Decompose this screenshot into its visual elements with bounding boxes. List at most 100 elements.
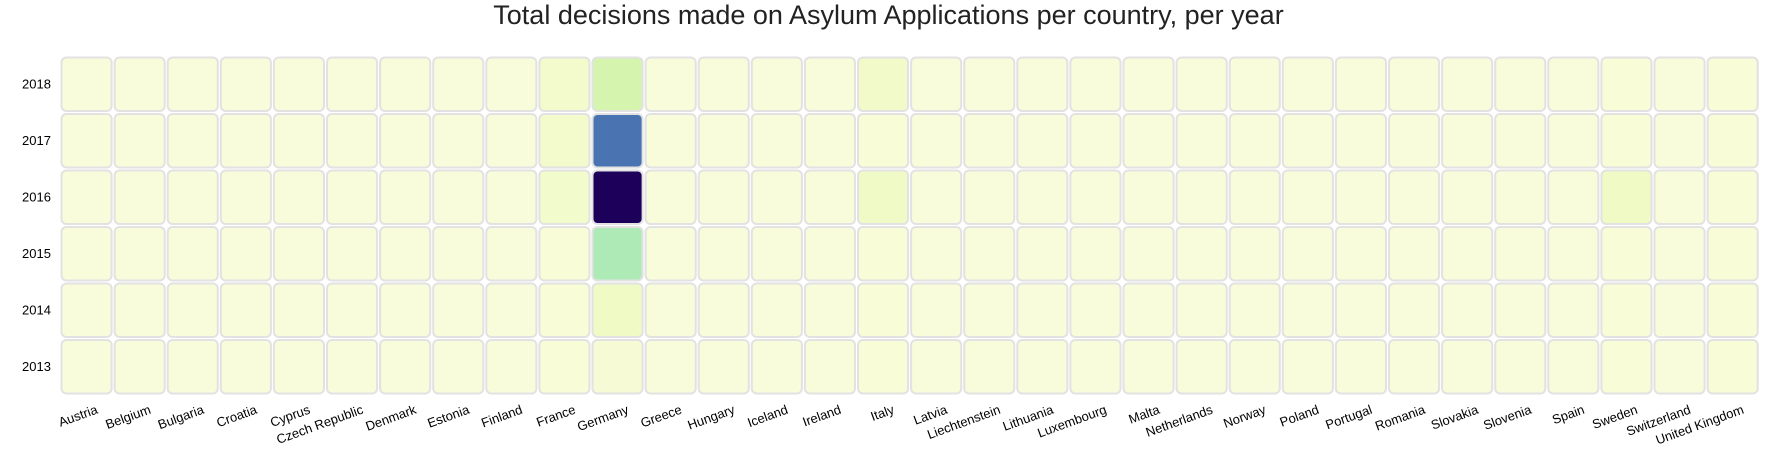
heatmap-cell <box>591 282 644 338</box>
heatmap-cell <box>857 226 910 282</box>
heatmap-cell <box>1494 169 1547 225</box>
heatmap-cell <box>1441 113 1494 169</box>
heatmap-cell <box>538 339 591 395</box>
heatmap-cell <box>644 282 697 338</box>
heatmap-cell <box>963 339 1016 395</box>
heatmap-cell <box>1653 56 1706 112</box>
heatmap-cell <box>432 226 485 282</box>
heatmap-cell <box>1653 339 1706 395</box>
heatmap-cell <box>750 226 803 282</box>
heatmap-cell <box>1388 226 1441 282</box>
heatmap-cell <box>1388 282 1441 338</box>
x-tick-label: Italy <box>869 402 897 424</box>
heatmap-cell <box>219 56 272 112</box>
heatmap-cell <box>432 169 485 225</box>
heatmap-cell <box>326 113 379 169</box>
x-tick-label: Iceland <box>745 402 790 430</box>
heatmap-cell <box>113 169 166 225</box>
heatmap-cell <box>432 56 485 112</box>
heatmap-cell <box>750 282 803 338</box>
heatmap-cell <box>1122 169 1175 225</box>
heatmap-cell <box>857 56 910 112</box>
heatmap-cell <box>1388 56 1441 112</box>
heatmap-cell <box>1069 339 1122 395</box>
x-tick-label: France <box>534 402 577 430</box>
heatmap-cell <box>272 113 325 169</box>
heatmap-cell <box>1334 169 1388 225</box>
heatmap-cell <box>1281 339 1334 395</box>
heatmap-cell <box>750 56 803 112</box>
heatmap-cell <box>379 282 432 338</box>
x-tick-label: Hungary <box>685 402 737 433</box>
heatmap-cell <box>219 169 272 225</box>
heatmap-cell <box>857 339 910 395</box>
heatmap-cell <box>1494 339 1547 395</box>
heatmap-cell <box>1069 282 1122 338</box>
heatmap-cell <box>1175 339 1228 395</box>
heatmap-cell <box>1706 339 1759 395</box>
heatmap-cell <box>1175 282 1228 338</box>
heatmap-cell <box>1388 169 1441 225</box>
heatmap-cell <box>591 169 644 225</box>
heatmap-cell <box>379 56 432 112</box>
heatmap-cell <box>644 226 697 282</box>
x-tick-label: Slovakia <box>1429 401 1481 432</box>
heatmap-cell <box>591 113 644 169</box>
heatmap-cell <box>1334 339 1388 395</box>
heatmap-cell <box>1228 113 1281 169</box>
heatmap-cell <box>591 56 644 112</box>
heatmap-cell <box>697 339 750 395</box>
heatmap-cell <box>1547 169 1600 225</box>
heatmap-cell <box>113 56 166 112</box>
heatmap-cell <box>113 226 166 282</box>
heatmap-cell <box>1388 339 1441 395</box>
heatmap-cell <box>1069 169 1122 225</box>
y-tick-label: 2013 <box>22 359 51 374</box>
heatmap-cell <box>1175 169 1228 225</box>
heatmap-cell <box>910 113 963 169</box>
heatmap-cell <box>803 56 857 112</box>
y-tick-label: 2016 <box>22 189 51 204</box>
heatmap-cell <box>963 282 1016 338</box>
heatmap-cell <box>1706 226 1759 282</box>
heatmap-cell <box>1706 56 1759 112</box>
heatmap-cell <box>1122 226 1175 282</box>
heatmap-cell <box>1281 113 1334 169</box>
heatmap-cell <box>1653 226 1706 282</box>
heatmap-cell <box>1281 56 1334 112</box>
x-tick-label: Poland <box>1278 402 1321 430</box>
heatmap-cell <box>379 169 432 225</box>
heatmap-cell <box>1547 282 1600 338</box>
heatmap-cell <box>1069 113 1122 169</box>
heatmap-cell <box>538 226 591 282</box>
heatmap-cell <box>1547 113 1600 169</box>
heatmap-cell <box>697 56 750 112</box>
heatmap-cell <box>803 113 857 169</box>
heatmap-cell <box>166 282 219 338</box>
heatmap-cell <box>485 113 538 169</box>
x-tick-label: Finland <box>479 402 524 431</box>
heatmap-cell <box>963 169 1016 225</box>
heatmap-cell <box>1175 113 1228 169</box>
heatmap-cell <box>326 339 379 395</box>
heatmap-cell <box>1653 169 1706 225</box>
x-tick-label: Spain <box>1550 402 1586 427</box>
heatmap-cell <box>910 226 963 282</box>
heatmap-cell <box>1600 282 1653 338</box>
x-tick-label: Romania <box>1373 401 1428 433</box>
heatmap-cell <box>60 339 113 395</box>
y-tick-label: 2018 <box>22 76 51 91</box>
heatmap-cell <box>485 56 538 112</box>
x-tick-label: Ireland <box>800 402 842 430</box>
heatmap-cell <box>1122 282 1175 338</box>
heatmap-cell <box>60 169 113 225</box>
x-tick-label: Croatia <box>214 401 259 430</box>
heatmap-cell <box>272 169 325 225</box>
heatmap-cell <box>1228 169 1281 225</box>
heatmap-cell <box>432 282 485 338</box>
heatmap-cell <box>963 226 1016 282</box>
heatmap-cell <box>857 113 910 169</box>
heatmap-cell <box>326 282 379 338</box>
heatmap-cell <box>1706 169 1759 225</box>
heatmap-cell <box>379 113 432 169</box>
